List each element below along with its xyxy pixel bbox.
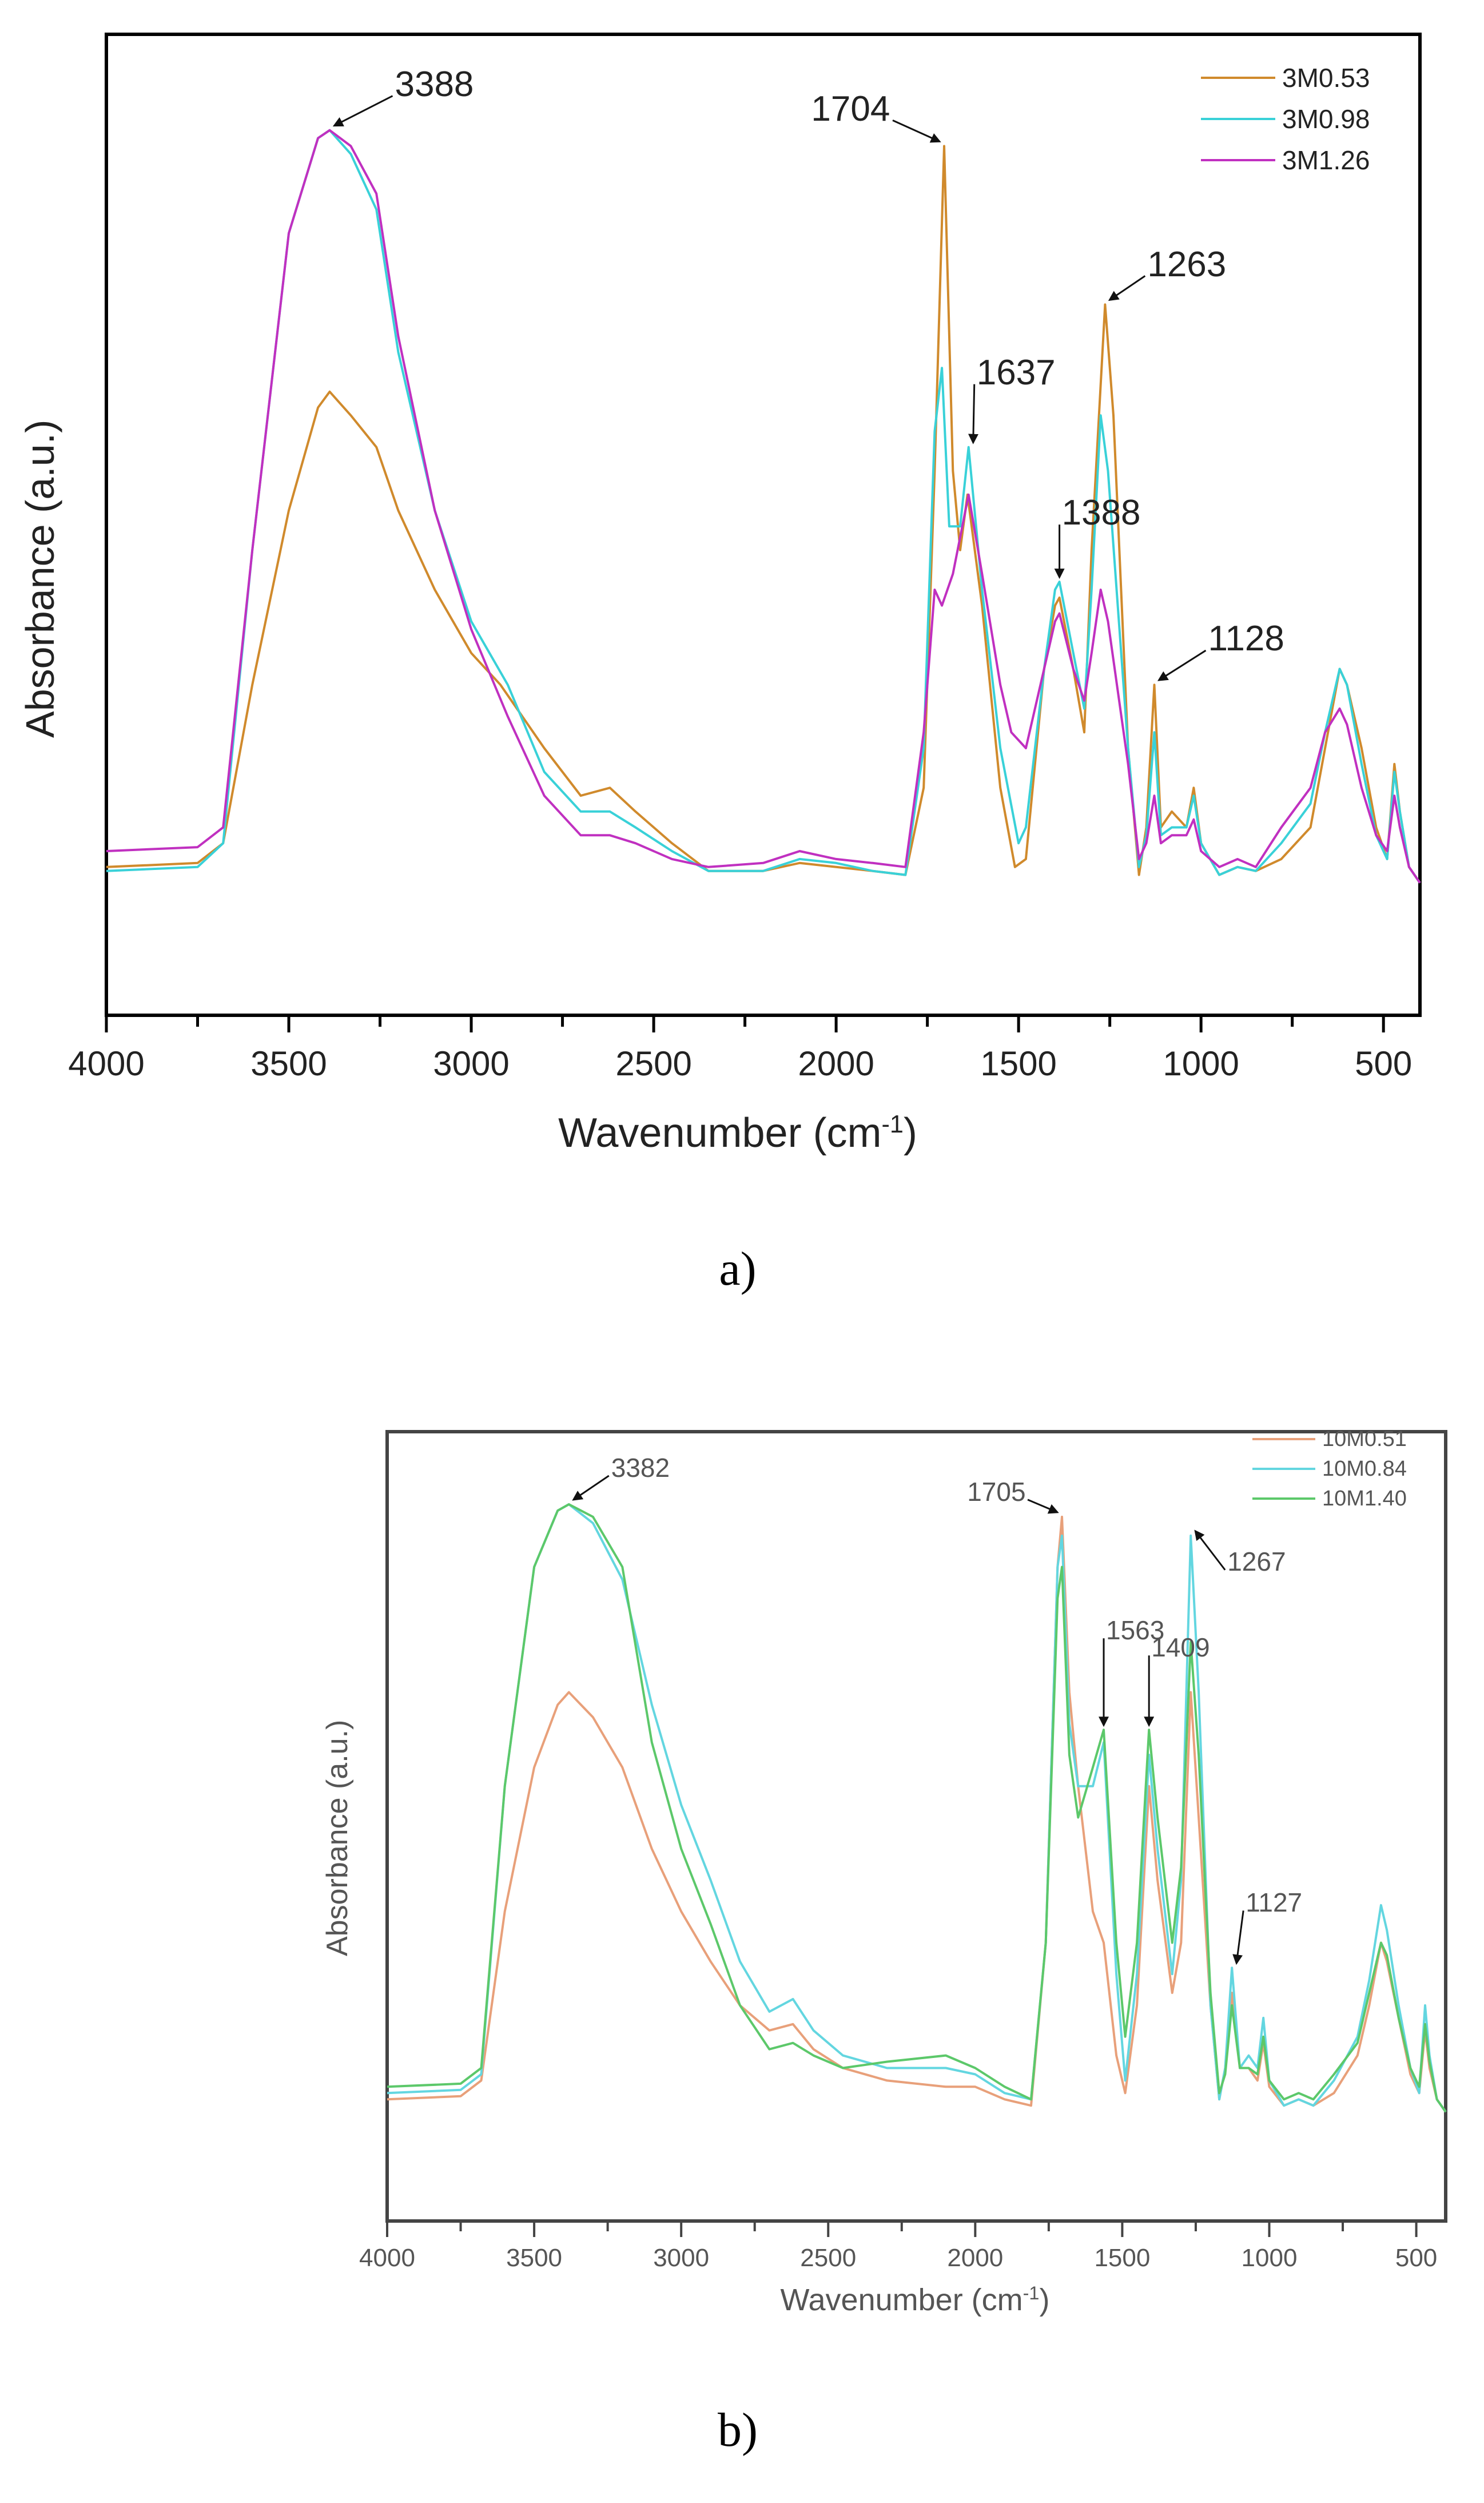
chart-b-x-tick-label: 4000	[359, 2244, 415, 2272]
chart-a-peak-annotation: 1263	[1147, 244, 1227, 284]
chart-a-peak-annotation: 1704	[811, 89, 890, 129]
chart-a-peak-annotation: 1128	[1208, 619, 1284, 659]
legend-label: 10M1.40	[1322, 1486, 1407, 1511]
chart-b-x-axis-label-sup: -1	[1023, 2283, 1040, 2303]
chart-b-peak-annotation: 1563	[1106, 1615, 1165, 1645]
chart-b-x-axis-label-close: )	[1039, 2283, 1050, 2317]
legend-label: 10M0.84	[1322, 1456, 1407, 1481]
chart-a-x-axis-label-sup: -1	[881, 1111, 904, 1138]
legend-swatch-icon	[1252, 1497, 1315, 1500]
chart-a-x-tick-label: 500	[1355, 1044, 1413, 1083]
chart-a-x-axis-label-close: )	[903, 1110, 917, 1156]
chart-b-frame	[385, 1430, 1447, 2223]
chart-b-x-axis-label: Wavenumber (cm-1)	[781, 2282, 1050, 2318]
legend-swatch-icon	[1201, 118, 1275, 120]
chart-b-series-1	[387, 1503, 1447, 2113]
chart-b-peak-annotation: 1127	[1246, 1887, 1303, 1917]
chart-b-y-axis-label: Absorbance (a.u.)	[321, 1719, 354, 1956]
chart-a-x-tick-label: 2500	[615, 1044, 692, 1083]
chart-b-x-axis-label-main: Wavenumber (cm	[780, 2283, 1023, 2317]
legend-swatch-icon	[1252, 1438, 1315, 1440]
chart-a-x-axis-label-main: Wavenumber (cm	[558, 1110, 882, 1156]
chart-a-legend: 3M0.53 3M0.98 3M1.26	[1201, 57, 1370, 181]
chart-b-x-tick-label: 2000	[947, 2244, 1004, 2272]
chart-a-x-tick-label: 1000	[1163, 1044, 1239, 1083]
legend-swatch-icon	[1201, 77, 1275, 79]
chart-a-frame	[105, 33, 1422, 1017]
legend-label: 3M1.26	[1282, 145, 1370, 175]
chart-b-x-tick-label: 3000	[653, 2244, 710, 2272]
legend-swatch-icon	[1252, 1468, 1315, 1470]
figure-b: Absorbance (a.u.) Wavenumber (cm-1) 10M0…	[0, 1344, 1484, 2374]
chart-a-legend-item: 3M1.26	[1201, 140, 1370, 181]
chart-a-x-tick-label: 1500	[980, 1044, 1057, 1083]
chart-a-peak-annotation: 1637	[976, 352, 1056, 392]
chart-a-peak-annotation: 1388	[1061, 493, 1141, 533]
legend-label: 10M0.51	[1322, 1427, 1407, 1451]
chart-b-series-2	[387, 1503, 1447, 2113]
chart-b-svg	[385, 1430, 1447, 2237]
chart-a-y-axis-label: Absorbance (a.u.)	[18, 419, 62, 738]
chart-a-x-tick-label: 4000	[68, 1044, 145, 1083]
chart-b-peak-annotation: 3382	[611, 1452, 670, 1483]
legend-label: 3M0.98	[1282, 104, 1370, 134]
legend-label: 3M0.53	[1282, 63, 1370, 93]
chart-b-x-tick-label: 1000	[1241, 2244, 1298, 2272]
chart-a-x-axis-label: Wavenumber (cm-1)	[558, 1110, 917, 1157]
chart-b-x-tick-label: 1500	[1094, 2244, 1151, 2272]
chart-b-legend-item: 10M1.40	[1252, 1484, 1407, 1513]
chart-a-x-tick-label: 3500	[250, 1044, 327, 1083]
chart-b-legend: 10M0.51 10M0.84 10M1.40	[1252, 1424, 1407, 1513]
chart-b-x-tick-label: 500	[1395, 2244, 1438, 2272]
chart-b-legend-item: 10M0.51	[1252, 1424, 1407, 1454]
chart-a-legend-item: 3M0.53	[1201, 57, 1370, 98]
figure-a: Absorbance (a.u.) Wavenumber (cm-1) 3M0.…	[0, 0, 1484, 1230]
chart-b-peak-annotation: 1409	[1151, 1632, 1210, 1662]
chart-a-x-tick-label: 2000	[798, 1044, 874, 1083]
chart-b-peak-annotation: 1267	[1227, 1547, 1286, 1577]
chart-a-series-2	[106, 129, 1421, 884]
chart-b-series-0	[387, 1515, 1447, 2113]
chart-a-series-0	[106, 145, 1421, 884]
chart-a-series-1	[106, 129, 1421, 884]
caption-b: b)	[718, 2403, 758, 2457]
chart-a-legend-item: 3M0.98	[1201, 98, 1370, 140]
caption-a: a)	[719, 1242, 757, 1296]
chart-b-legend-item: 10M0.84	[1252, 1454, 1407, 1484]
legend-swatch-icon	[1201, 159, 1275, 161]
chart-b-peak-annotation: 1705	[967, 1476, 1026, 1507]
chart-a-x-tick-label: 3000	[433, 1044, 510, 1083]
chart-b-x-tick-label: 3500	[506, 2244, 563, 2272]
chart-b-x-tick-label: 2500	[800, 2244, 857, 2272]
chart-a-peak-annotation: 3388	[395, 64, 474, 104]
chart-a-svg	[105, 33, 1422, 1032]
